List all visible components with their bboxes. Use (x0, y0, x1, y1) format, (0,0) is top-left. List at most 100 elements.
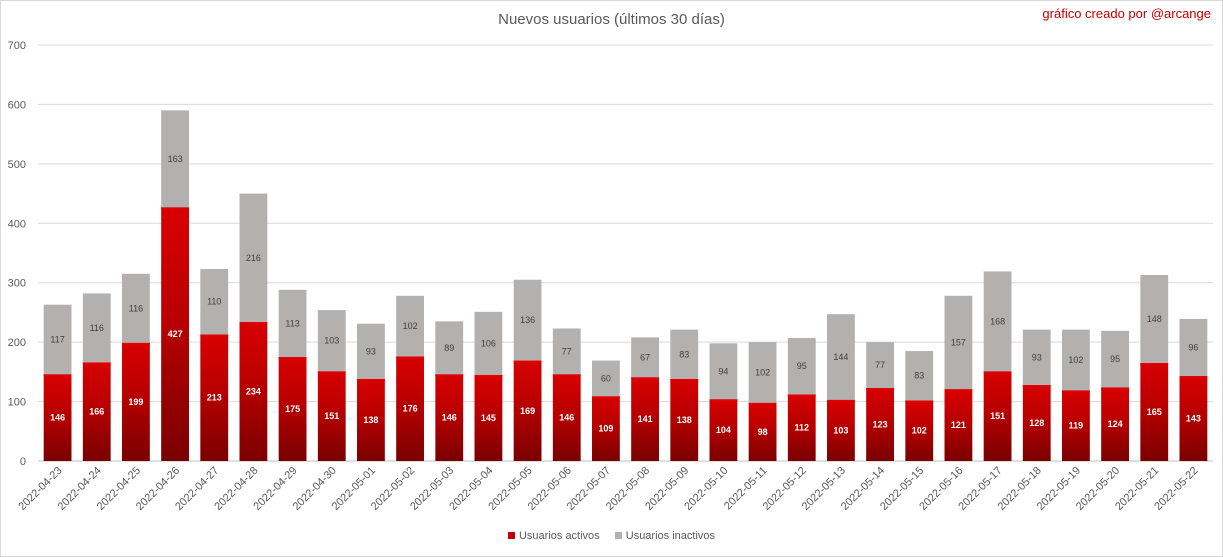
bar-active (435, 374, 464, 461)
legend-swatch-active (507, 532, 515, 539)
bar-active-top (278, 357, 307, 359)
bar-active (200, 334, 229, 461)
data-label-active: 199 (128, 397, 143, 407)
bar-active (317, 371, 346, 461)
bar-active-top (827, 399, 855, 402)
bar-active-top (82, 362, 111, 365)
bar-inactive (827, 314, 855, 400)
bar-inactive (513, 279, 542, 361)
y-tick-label: 200 (8, 337, 26, 349)
bar-active-top (866, 387, 894, 390)
y-tick-label: 300 (8, 278, 26, 290)
bar-active (43, 374, 72, 461)
bar-active-top (552, 374, 581, 377)
bar-active-top (1179, 376, 1208, 379)
data-label-inactive: 102 (403, 321, 418, 331)
data-label-inactive: 102 (755, 367, 770, 377)
bar-inactive (200, 269, 229, 335)
data-label-inactive: 216 (246, 253, 261, 263)
legend-label-active: Usuarios activos (518, 530, 600, 542)
bar-active-top (787, 394, 816, 397)
data-label-inactive: 67 (640, 352, 650, 362)
legend-label-inactive: Usuarios inactivos (625, 530, 716, 542)
data-label-inactive: 168 (990, 316, 1005, 326)
bar-active-top (670, 378, 699, 381)
bar-active (787, 394, 816, 461)
bar-active-top (239, 321, 268, 324)
data-label-inactive: 148 (1147, 314, 1162, 324)
bar-active (944, 389, 973, 461)
data-label-inactive: 60 (601, 373, 611, 383)
data-label-active: 146 (442, 413, 457, 423)
bar-active-top (122, 342, 150, 345)
bar-active-top (396, 356, 424, 359)
data-label-inactive: 116 (129, 303, 143, 313)
bar-inactive (317, 310, 346, 372)
chart-credit: gráfico creado por @arcange (1042, 6, 1211, 21)
bar-active-top (513, 360, 542, 363)
data-label-inactive: 83 (914, 371, 924, 381)
y-tick-label: 0 (20, 456, 26, 468)
bar-active (474, 374, 503, 461)
bar-active-top (317, 371, 346, 374)
bar-inactive (1022, 329, 1051, 385)
bar-active (82, 362, 111, 461)
bar-inactive (787, 337, 816, 395)
bar-inactive (866, 342, 894, 388)
bar-inactive (1140, 274, 1169, 363)
bar-active-top (357, 378, 385, 381)
bar-active (1101, 387, 1129, 461)
y-tick-label: 500 (8, 159, 26, 171)
bar-active (983, 371, 1012, 461)
data-label-inactive: 95 (797, 361, 807, 371)
bar-inactive (357, 323, 385, 379)
bar-active-top (944, 389, 973, 392)
bar-active-top (1062, 390, 1090, 393)
data-label-inactive: 77 (562, 346, 572, 356)
bar-active (631, 377, 659, 461)
data-label-active: 427 (168, 329, 183, 339)
bar-active-top (474, 374, 503, 377)
data-label-active: 98 (758, 427, 768, 437)
data-label-active: 138 (363, 415, 378, 425)
data-label-active: 104 (716, 425, 731, 435)
bar-inactive (670, 329, 699, 379)
data-label-active: 119 (1069, 421, 1084, 431)
bar-inactive (905, 351, 934, 401)
bar-active (709, 399, 738, 461)
bar-inactive (631, 337, 659, 378)
data-label-active: 175 (285, 404, 300, 414)
bar-active (1140, 362, 1169, 461)
bar-active-top (709, 399, 738, 402)
data-label-inactive: 117 (50, 334, 64, 344)
data-label-inactive: 93 (366, 346, 376, 356)
data-label-active: 151 (324, 411, 339, 421)
data-label-inactive: 136 (520, 315, 535, 325)
bar-active-top (1101, 387, 1129, 390)
bar-active (552, 374, 581, 461)
bar-inactive (592, 360, 620, 397)
bar-active (670, 378, 699, 461)
bar-active (1062, 390, 1090, 461)
data-label-active: 213 (207, 393, 222, 403)
bar-active (278, 357, 307, 461)
bar-inactive (1179, 318, 1208, 377)
data-label-inactive: 96 (1188, 342, 1198, 352)
data-label-active: 123 (873, 419, 888, 429)
data-label-inactive: 95 (1110, 354, 1120, 364)
bar-inactive (122, 273, 150, 343)
data-label-inactive: 144 (833, 352, 848, 362)
bar-inactive (944, 295, 973, 390)
bar-active (239, 321, 268, 461)
data-label-inactive: 116 (90, 323, 104, 333)
data-label-active: 102 (912, 426, 927, 436)
bar-inactive (82, 293, 111, 363)
data-label-active: 145 (481, 413, 496, 423)
bar-active-top (1022, 384, 1051, 387)
bar-active-top (983, 371, 1012, 374)
bar-active (122, 342, 150, 461)
bar-active-top (748, 402, 777, 405)
bar-active (827, 399, 855, 461)
bar-active-top (592, 396, 620, 399)
